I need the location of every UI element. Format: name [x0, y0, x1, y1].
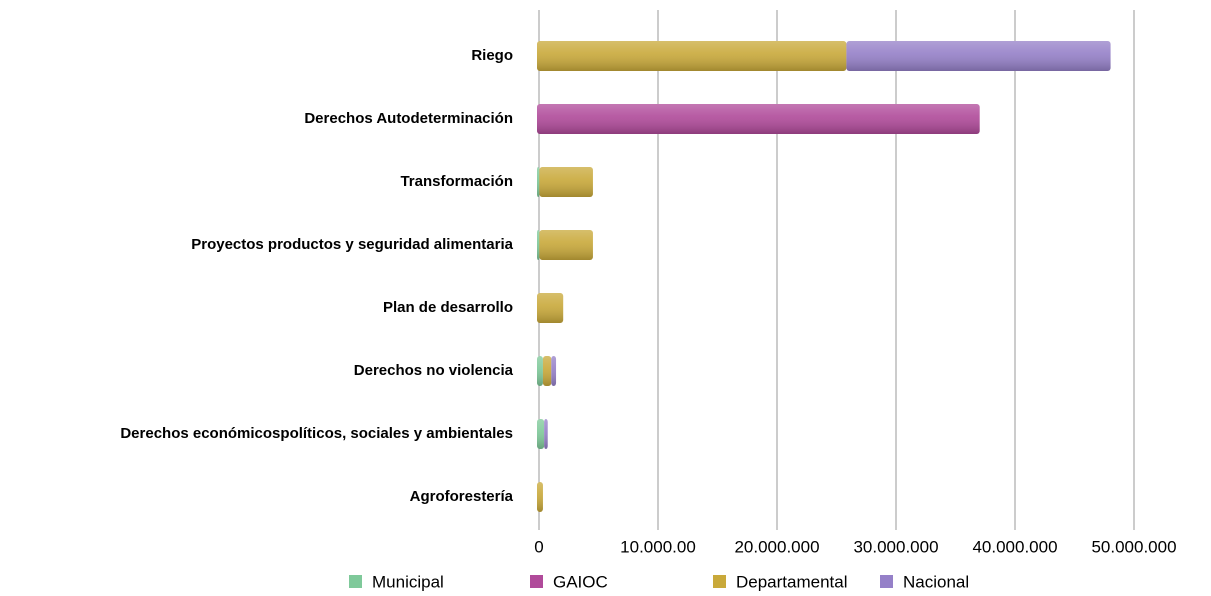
category-label: Riego — [471, 47, 513, 64]
legend-label: Municipal — [372, 572, 444, 591]
category-label: Transformación — [400, 173, 513, 190]
bar-shade — [539, 230, 593, 260]
bar-shade — [537, 104, 980, 134]
x-tick-label: 30.000.000 — [853, 537, 938, 556]
bar-shade — [551, 356, 557, 386]
legend-swatch — [349, 575, 362, 588]
category-label: Derechos no violencia — [354, 362, 514, 379]
category-label: Proyectos productos y seguridad alimenta… — [191, 236, 513, 253]
bar-shade — [537, 293, 564, 323]
bar-shade — [544, 419, 548, 449]
legend-swatch — [713, 575, 726, 588]
bar-shade — [846, 41, 1111, 71]
legend-label: Nacional — [903, 572, 969, 591]
category-label: Plan de desarrollo — [383, 299, 513, 316]
bar-shade — [537, 167, 540, 197]
legend-label: Departamental — [736, 572, 848, 591]
category-label: Derechos Autodeterminación — [304, 110, 513, 127]
x-tick-label: 40.000.000 — [972, 537, 1057, 556]
bar-shade — [539, 167, 593, 197]
bar-shade — [537, 419, 545, 449]
bar-shade — [542, 356, 552, 386]
bar-shade — [537, 356, 543, 386]
x-tick-label: 10.000.00 — [620, 537, 696, 556]
x-tick-label: 50.000.000 — [1091, 537, 1176, 556]
bar-shade — [537, 482, 543, 512]
legend-swatch — [880, 575, 893, 588]
x-tick-label: 0 — [534, 537, 543, 556]
legend-label: GAIOC — [553, 572, 608, 591]
category-label: Derechos económicospolíticos, sociales y… — [120, 425, 513, 442]
category-label: Agroforestería — [410, 488, 514, 505]
legend-swatch — [530, 575, 543, 588]
bar-shade — [537, 230, 540, 260]
bar-shade — [537, 41, 847, 71]
x-tick-label: 20.000.000 — [734, 537, 819, 556]
